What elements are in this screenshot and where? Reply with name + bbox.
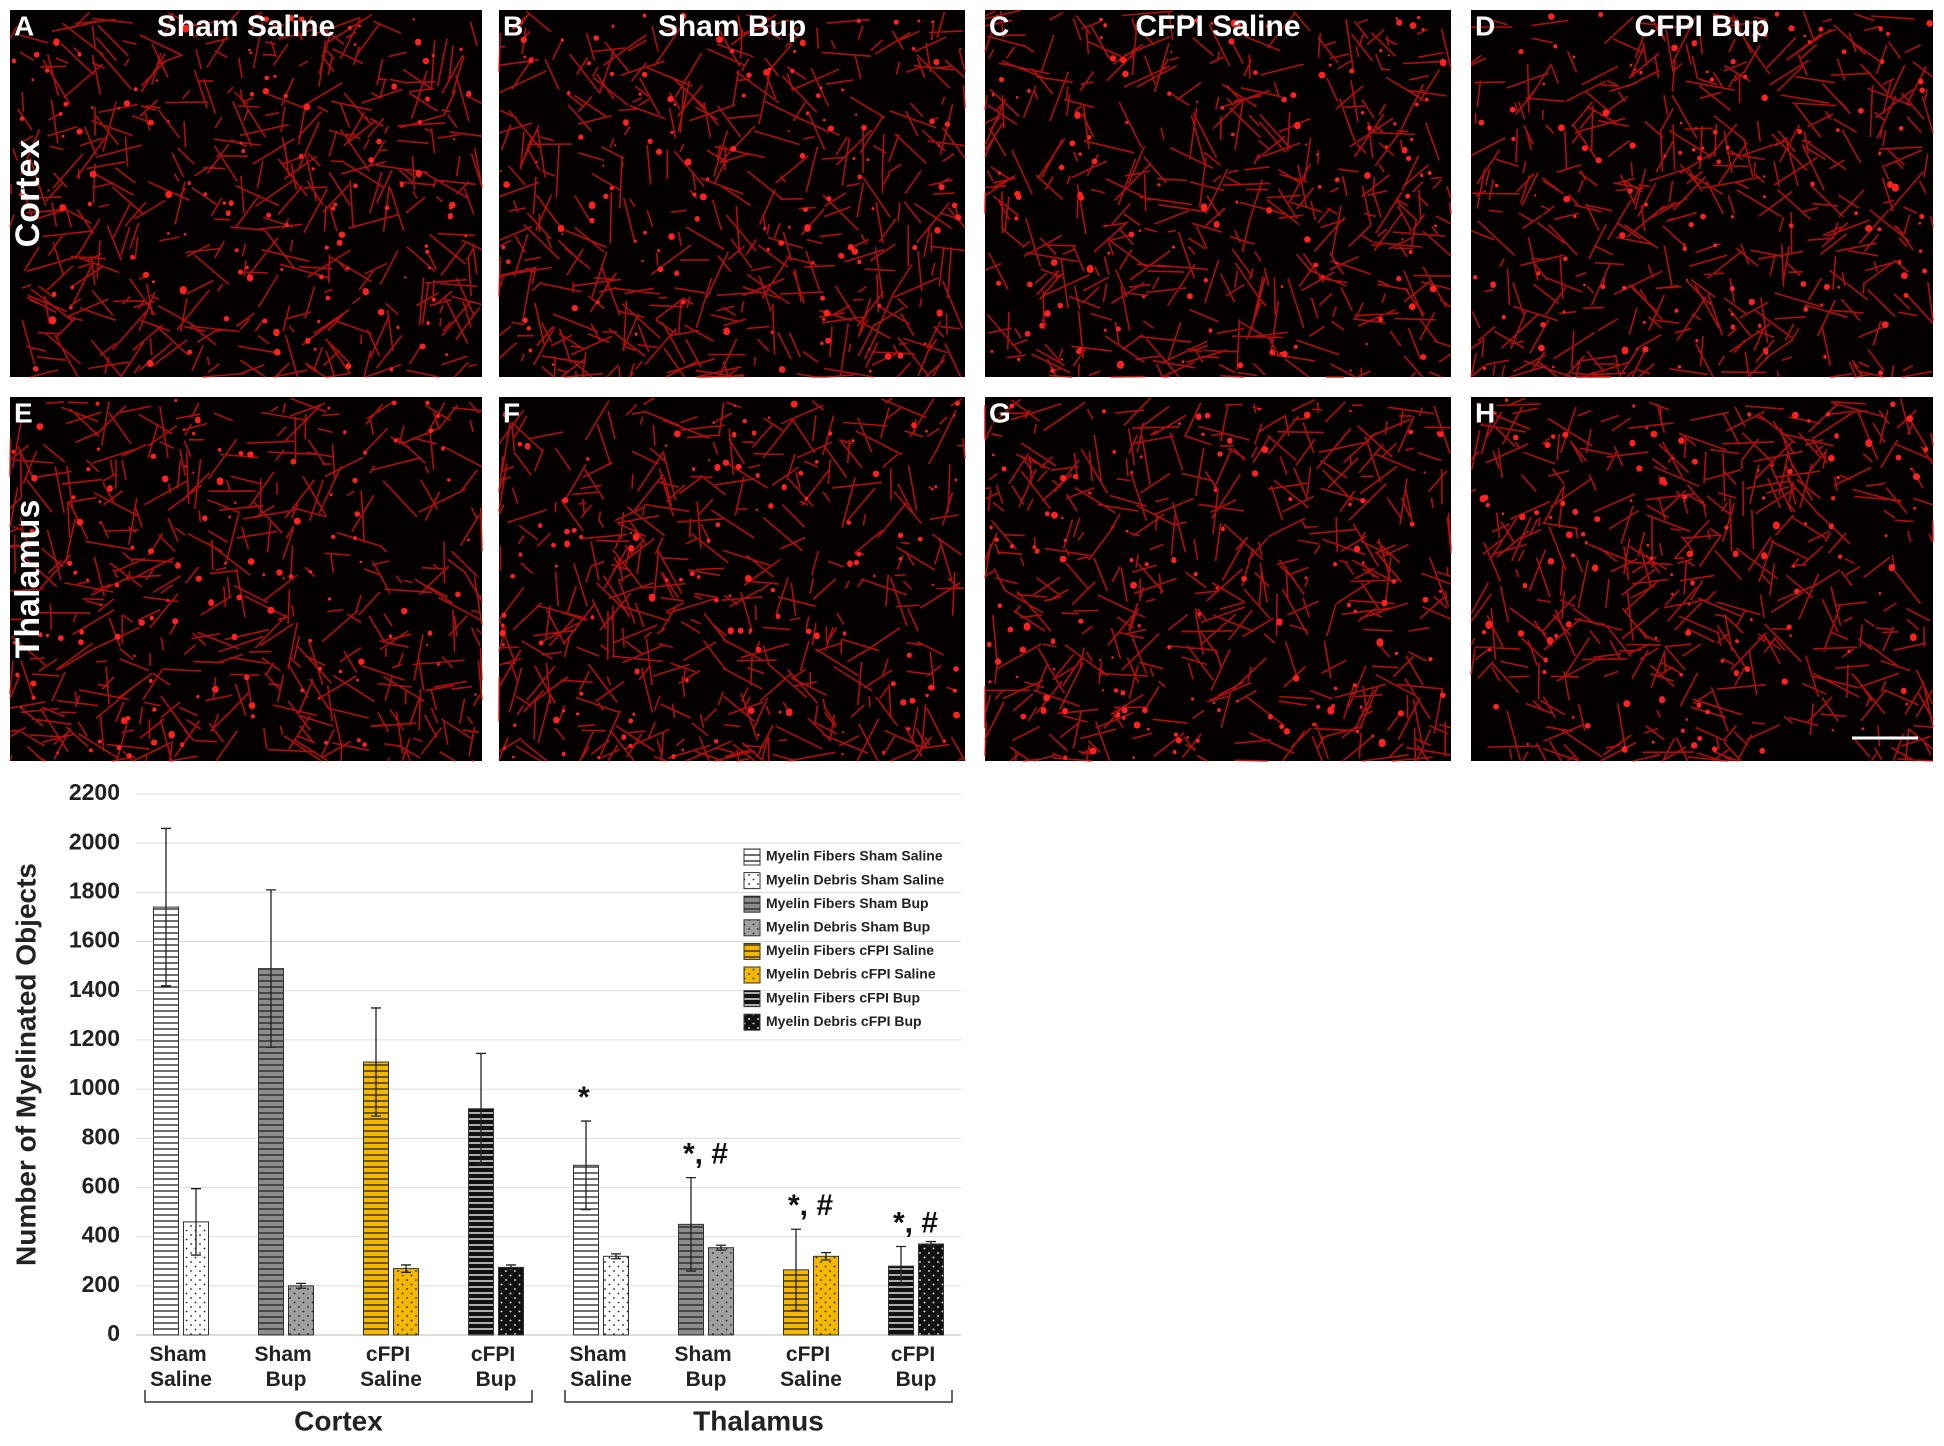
legend-label: Myelin Fibers cFPI Bup bbox=[766, 989, 920, 1005]
y-tick-label: 200 bbox=[82, 1271, 120, 1297]
error-bar bbox=[191, 1188, 201, 1256]
panel-letter: H bbox=[1475, 397, 1495, 428]
y-tick-label: 1200 bbox=[69, 1025, 120, 1051]
group-label: Thalamus bbox=[693, 1405, 824, 1436]
legend-label: Myelin Debris Sham Bup bbox=[766, 919, 930, 935]
micrograph bbox=[1471, 397, 1933, 761]
fiber-texture bbox=[984, 397, 1452, 762]
group-label: Cortex bbox=[294, 1405, 383, 1436]
error-bar bbox=[506, 1264, 516, 1271]
debris-texture bbox=[990, 14, 1447, 373]
panel-letter: F bbox=[503, 397, 520, 428]
micrograph bbox=[10, 397, 482, 761]
bar bbox=[288, 1285, 314, 1336]
panel-title: Sham Saline bbox=[157, 10, 335, 43]
micrograph bbox=[10, 10, 482, 377]
x-tick-label: cFPI Saline bbox=[780, 1343, 842, 1391]
group-bracket bbox=[564, 1390, 953, 1403]
bar bbox=[393, 1268, 419, 1336]
fiber-texture bbox=[1470, 397, 1934, 762]
panel-letter: B bbox=[503, 10, 523, 41]
x-tick-label: Sham Saline bbox=[149, 1343, 212, 1391]
error-bar bbox=[401, 1264, 411, 1273]
legend-swatch bbox=[743, 848, 761, 866]
y-tick-label: 0 bbox=[107, 1320, 120, 1346]
legend-label: Myelin Debris Sham Saline bbox=[766, 871, 944, 887]
legend-swatch bbox=[743, 895, 761, 913]
panel-title: CFPI Saline bbox=[1135, 10, 1300, 43]
panel-title: CFPI Bup bbox=[1635, 10, 1770, 43]
bar bbox=[708, 1247, 734, 1336]
x-tick-label: Sham Bup bbox=[254, 1343, 317, 1391]
y-tick-label: 1000 bbox=[69, 1074, 120, 1100]
fiber-texture bbox=[9, 10, 483, 378]
x-tick-label: cFPI Bup bbox=[471, 1343, 521, 1391]
panel-letter: A bbox=[14, 10, 34, 41]
panel-title: Sham Bup bbox=[658, 10, 806, 43]
significance-marker: *, # bbox=[788, 1189, 833, 1222]
legend-label: Myelin Debris cFPI Bup bbox=[766, 1013, 922, 1029]
error-bar bbox=[821, 1251, 831, 1261]
y-axis-label: Number of Myelinated Objects bbox=[10, 863, 41, 1266]
legend-swatch bbox=[743, 966, 761, 984]
y-tick-label: 1800 bbox=[69, 877, 120, 903]
fiber-texture bbox=[498, 397, 966, 762]
error-bar bbox=[476, 1052, 486, 1165]
panel-letter: C bbox=[989, 10, 1009, 41]
y-tick-label: 800 bbox=[82, 1123, 120, 1149]
bar bbox=[603, 1255, 629, 1336]
bar bbox=[498, 1266, 524, 1336]
significance-marker: *, # bbox=[893, 1206, 938, 1239]
error-bar bbox=[716, 1244, 726, 1251]
fiber-texture bbox=[1470, 10, 1934, 378]
row-label: Thalamus bbox=[9, 500, 47, 659]
error-bar bbox=[611, 1253, 621, 1260]
error-bar bbox=[686, 1176, 696, 1272]
x-tick-label: cFPI Bup bbox=[891, 1343, 941, 1391]
panel-letter: E bbox=[14, 397, 33, 428]
y-tick-label: 400 bbox=[82, 1222, 120, 1248]
legend-swatch bbox=[743, 942, 761, 960]
legend-swatch bbox=[743, 990, 761, 1008]
group-bracket bbox=[144, 1390, 533, 1403]
x-tick-label: Sham Saline bbox=[569, 1343, 632, 1391]
fiber-texture bbox=[498, 10, 966, 378]
error-bar bbox=[896, 1245, 906, 1287]
y-tick-label: 1600 bbox=[69, 927, 120, 953]
legend-label: Myelin Fibers cFPI Saline bbox=[766, 942, 934, 958]
y-tick-label: 1400 bbox=[69, 976, 120, 1002]
significance-marker: * bbox=[578, 1081, 590, 1114]
debris-texture bbox=[11, 14, 472, 372]
error-bar bbox=[296, 1282, 306, 1289]
micrograph bbox=[985, 397, 1451, 761]
panel-letter: D bbox=[1475, 10, 1495, 41]
error-bar bbox=[581, 1120, 591, 1211]
row-label: Cortex bbox=[9, 140, 47, 248]
legend-label: Myelin Fibers Sham Saline bbox=[766, 848, 943, 864]
error-bar bbox=[791, 1228, 801, 1312]
legend-swatch bbox=[743, 919, 761, 937]
y-tick-label: 2200 bbox=[69, 779, 120, 805]
error-bar bbox=[266, 889, 276, 1048]
fiber-texture bbox=[984, 9, 1452, 378]
legend-label: Myelin Debris cFPI Saline bbox=[766, 966, 936, 982]
y-tick-label: 600 bbox=[82, 1173, 120, 1199]
legend-swatch bbox=[743, 1013, 761, 1031]
bar bbox=[813, 1255, 839, 1336]
significance-marker: *, # bbox=[683, 1138, 728, 1171]
micrograph bbox=[1471, 10, 1933, 377]
x-tick-label: cFPI Saline bbox=[360, 1343, 422, 1391]
x-tick-label: Sham Bup bbox=[674, 1343, 737, 1391]
legend-swatch bbox=[743, 872, 761, 890]
error-bar bbox=[371, 1007, 381, 1117]
panel-letter: G bbox=[989, 397, 1011, 428]
error-bar bbox=[161, 827, 171, 987]
bar bbox=[918, 1243, 944, 1336]
legend-label: Myelin Fibers Sham Bup bbox=[766, 895, 929, 911]
y-tick-label: 2000 bbox=[69, 828, 120, 854]
error-bar bbox=[926, 1240, 936, 1248]
